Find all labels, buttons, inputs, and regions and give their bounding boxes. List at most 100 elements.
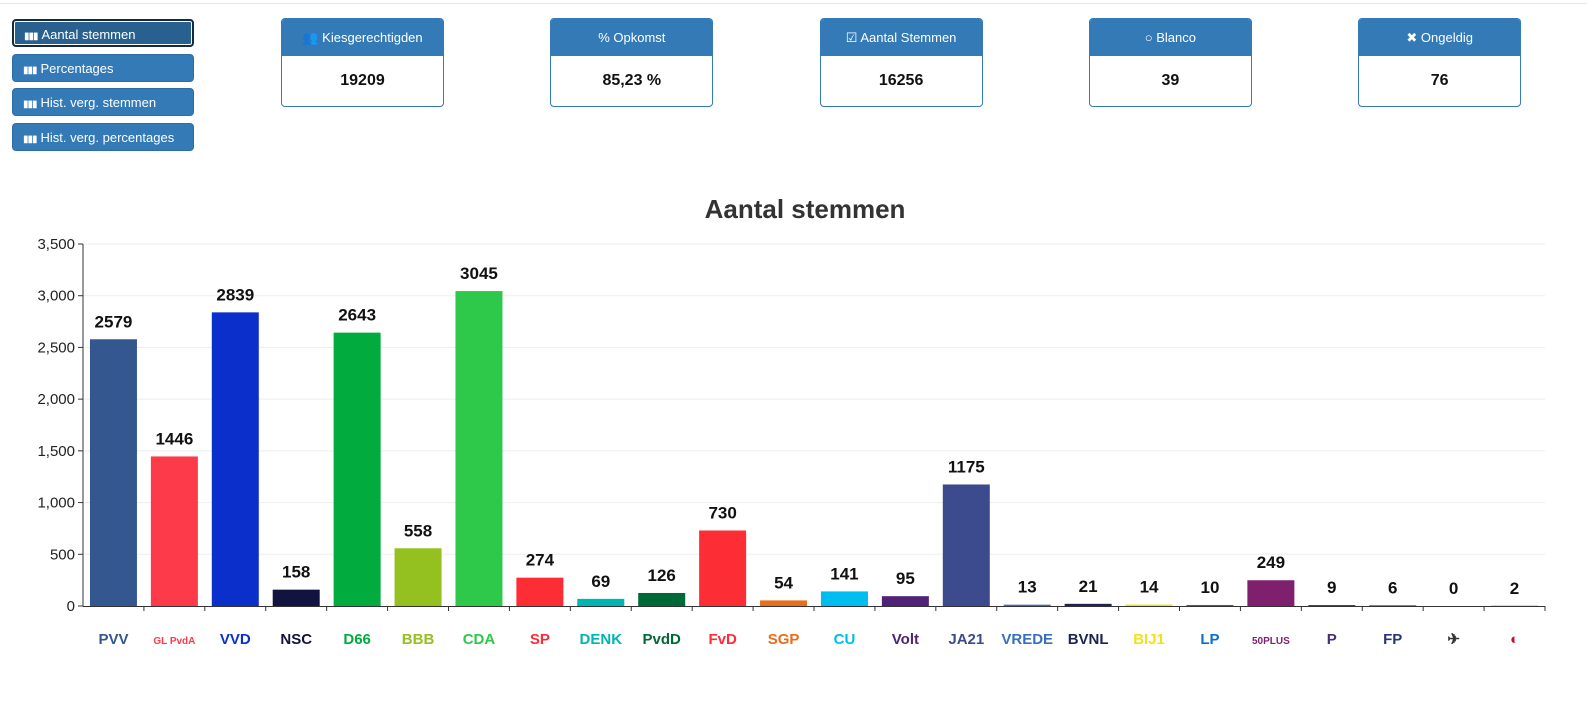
nav-button-1[interactable]: ▮▮▮ Percentages [12, 53, 194, 82]
bar-value-label: 2 [1510, 579, 1519, 598]
bar-value-label: 730 [708, 503, 736, 522]
bar-cda[interactable] [455, 291, 503, 606]
stat-card-value: 16256 [878, 72, 924, 89]
stat-card-kiesgerechtigden: 👥 Kiesgerechtigden 19209 [281, 18, 444, 107]
party-logo: 50PLUS [1252, 636, 1290, 647]
bar-value-label: 249 [1257, 553, 1285, 572]
bar-groenlinks-pvda[interactable] [150, 456, 198, 606]
bar-value-label: 69 [591, 572, 610, 591]
stat-card-header: % Opkomst [551, 19, 713, 56]
bar-volt[interactable] [881, 596, 929, 606]
bar-bvnl[interactable] [1064, 603, 1112, 606]
party-logo: FP [1383, 631, 1402, 648]
y-tick-label: 1,500 [37, 443, 75, 460]
bar-value-label: 6 [1388, 578, 1397, 597]
top-divider [0, 3, 1587, 4]
stat-card-value: 39 [1161, 72, 1180, 89]
bar-value-label: 558 [404, 521, 432, 540]
y-tick-label: 2,000 [37, 391, 75, 408]
stat-card-aantal-stemmen: ☑ Aantal Stemmen 16256 [819, 18, 983, 107]
stat-card-value: 19209 [340, 72, 385, 89]
bar-fp[interactable] [1369, 605, 1417, 606]
party-logo: ✈ [1447, 631, 1460, 648]
bar-nsc[interactable] [272, 589, 320, 606]
bar-value-label: 14 [1140, 578, 1159, 597]
stat-card-value: 76 [1430, 72, 1449, 89]
nav-button-2[interactable]: ▮▮▮ Hist. verg. stemmen [12, 88, 194, 116]
stat-card-header: ☑ Aantal Stemmen [820, 19, 982, 56]
bar-value-label: 95 [896, 569, 915, 588]
bar-value-label: 274 [526, 551, 555, 570]
stat-card-value: 85,23 % [602, 72, 662, 89]
party-logo: PVV [98, 631, 128, 648]
bar-50plus[interactable] [1247, 580, 1295, 606]
check-square-icon: ☑ [845, 30, 858, 45]
nav-button-label: Percentages [40, 60, 114, 76]
bar-value-label: 1175 [948, 457, 985, 476]
bar-chart-icon: ▮▮▮ [23, 99, 37, 110]
bar-sgp[interactable] [760, 600, 808, 606]
stat-card-title: Blanco [1156, 30, 1196, 45]
nav-button-label: Hist. verg. percentages [40, 129, 175, 145]
bar-value-label: 10 [1200, 578, 1219, 597]
stat-card-title: Kiesgerechtigden [322, 30, 423, 45]
bar-value-label: 54 [774, 573, 793, 592]
stat-card-title: Aantal Stemmen [860, 30, 957, 45]
stat-card-title: Opkomst [613, 30, 666, 45]
bar-christenunie[interactable] [820, 591, 868, 606]
bar-vvd[interactable] [211, 312, 259, 606]
party-logo: VREDE [1001, 631, 1053, 648]
bar-piratenpartij[interactable] [1308, 605, 1356, 606]
bar-sp[interactable] [516, 577, 564, 606]
bar-value-label: 158 [282, 563, 310, 582]
bar-pvv[interactable] [89, 339, 137, 606]
party-logo: CDA [463, 631, 496, 648]
bar-value-label: 2643 [338, 306, 376, 325]
party-logo: GL PvdA [153, 636, 195, 647]
y-tick-label: 1,000 [37, 495, 75, 512]
party-logo: SP [530, 631, 550, 648]
bar-vrede-voor-dieren[interactable] [1003, 604, 1051, 606]
party-logo: BBB [402, 631, 435, 648]
bar-lp[interactable] [1186, 604, 1234, 606]
bar-value-label: 13 [1018, 578, 1037, 597]
bar-forum-voor-democratie[interactable] [699, 530, 747, 606]
circle-icon: ○ [1144, 30, 1153, 45]
party-logo: ◐ [1510, 631, 1519, 648]
party-logo: BVNL [1068, 631, 1109, 648]
bar-d66[interactable] [333, 332, 381, 606]
party-logo: LP [1200, 631, 1219, 648]
bar-ja21[interactable] [942, 484, 990, 606]
users-icon: 👥 [302, 30, 319, 45]
bar-denk[interactable] [577, 598, 625, 606]
y-tick-label: 0 [67, 598, 75, 615]
stat-card-ongeldig: ✖ Ongeldig 76 [1358, 18, 1522, 107]
bar-bij1[interactable] [1125, 604, 1173, 606]
stat-card-header: ✖ Ongeldig [1359, 19, 1521, 56]
x-icon: ✖ [1406, 30, 1418, 45]
bar-bbb[interactable] [394, 548, 442, 606]
party-logo: NSC [280, 631, 312, 648]
party-logo: SGP [768, 631, 800, 648]
nav-button-3[interactable]: ▮▮▮ Hist. verg. percentages [12, 122, 194, 151]
party-logo: JA21 [948, 631, 984, 648]
y-tick-label: 3,000 [37, 288, 75, 305]
party-logo: Volt [892, 631, 919, 648]
percent-icon: % [598, 30, 610, 45]
party-logo: VVD [220, 631, 251, 648]
party-logo: D66 [343, 631, 371, 648]
bar-partij-voor-de-dieren[interactable] [638, 592, 686, 606]
party-logo: DENK [580, 631, 623, 648]
stat-card-opkomst: % Opkomst 85,23 % [550, 18, 714, 107]
party-logo: P [1327, 631, 1337, 648]
bar-value-label: 9 [1327, 578, 1336, 597]
stat-card-blanco: ○ Blanco 39 [1088, 18, 1252, 107]
bar-chart-icon: ▮▮▮ [24, 31, 38, 42]
bar-value-label: 1446 [155, 429, 193, 448]
y-tick-label: 3,500 [37, 236, 75, 253]
bar-chart-icon: ▮▮▮ [23, 133, 37, 145]
y-tick-label: 2,500 [37, 339, 75, 356]
nav-button-0[interactable]: ▮▮▮ Aantal stemmen [12, 19, 194, 47]
bar-chart-icon: ▮▮▮ [23, 64, 37, 76]
